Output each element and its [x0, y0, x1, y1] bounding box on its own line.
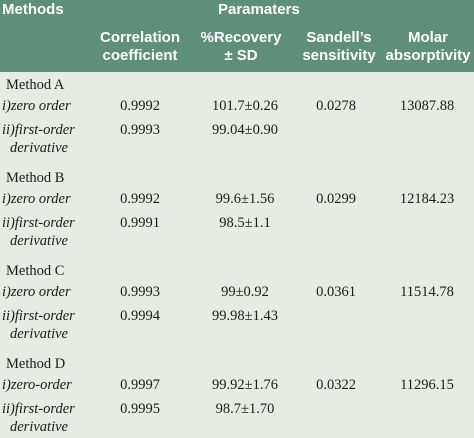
correlation-value: 0.9995	[120, 401, 160, 417]
method-label: Method A	[6, 77, 65, 93]
row-label: i)zero-order	[2, 377, 72, 393]
recovery-value: 98.5±1.1	[219, 215, 271, 231]
parameters-header: Paramaters	[218, 1, 300, 18]
sandell-value: 0.0322	[316, 377, 356, 393]
sandell-value: 0.0278	[316, 98, 356, 114]
row-label: ii)first-order derivative	[2, 308, 75, 342]
recovery-header: %Recovery ± SD	[200, 29, 282, 64]
row-label: i)zero order	[2, 98, 71, 114]
recovery-value: 98.7±1.70	[215, 401, 275, 417]
correlation-header: Correlation coefficient	[99, 29, 180, 64]
table-body: Method A i)zero order 0.9992 101.7±0.26 …	[0, 72, 474, 438]
correlation-value: 0.9992	[120, 191, 160, 207]
molar-header: Molar absorptivity	[385, 29, 471, 64]
recovery-value: 99±0.92	[221, 284, 269, 300]
row-label: ii)first-order derivative	[2, 401, 75, 435]
recovery-value: 101.7±0.26	[212, 98, 278, 114]
correlation-value: 0.9997	[120, 377, 160, 393]
sandell-value: 0.0299	[316, 191, 356, 207]
method-label: Method D	[6, 356, 66, 372]
recovery-value: 99.92±1.76	[212, 377, 278, 393]
row-label: ii)first-order derivative	[2, 215, 75, 249]
sandell-value: 0.0361	[316, 284, 356, 300]
recovery-value: 99.6±1.56	[215, 191, 275, 207]
row-label: i)zero order	[2, 284, 71, 300]
correlation-value: 0.9994	[120, 308, 160, 324]
recovery-value: 99.04±0.90	[212, 122, 278, 138]
correlation-value: 0.9993	[120, 284, 160, 300]
correlation-value: 0.9992	[120, 98, 160, 114]
method-label: Method C	[6, 263, 65, 279]
correlation-value: 0.9993	[120, 122, 160, 138]
sandell-header: Sandell’s sensitivity	[302, 29, 376, 64]
molar-value: 12184.23	[399, 191, 455, 207]
row-label: i)zero order	[2, 191, 71, 207]
table-header: Methods Paramaters Correlation coefficien…	[0, 0, 474, 72]
row-label: ii)first-order derivative	[2, 122, 75, 156]
correlation-value: 0.9991	[120, 215, 160, 231]
molar-value: 13087.88	[399, 98, 455, 114]
method-label: Method B	[6, 170, 65, 186]
molar-value: 11514.78	[400, 284, 454, 300]
molar-value: 11296.15	[400, 377, 454, 393]
recovery-value: 99.98±1.43	[212, 308, 278, 324]
methods-header: Methods	[2, 1, 64, 18]
